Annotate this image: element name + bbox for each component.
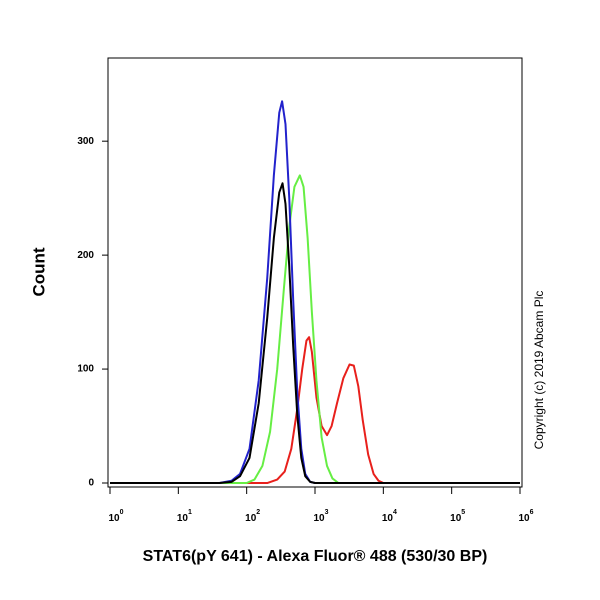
y-tick-label: 300 [77,136,94,147]
x-tick-base: 10 [245,513,257,524]
y-tick-label: 100 [77,364,94,375]
x-tick-label: 106 [518,509,533,524]
x-tick-base: 10 [450,513,462,524]
x-tick-exponent: 5 [461,509,465,516]
copyright: Copyright (c) 2019 Abcam Plc [532,291,546,450]
x-tick-base: 10 [108,513,120,524]
x-tick-label: 101 [177,509,192,524]
y-tick-label: 0 [88,478,94,489]
histogram-curve [110,100,520,485]
histogram-curve [110,336,520,485]
x-tick-base: 10 [518,513,530,524]
x-axis-label: STAT6(pY 641) - Alexa Fluor® 488 (530/30… [143,548,488,565]
x-tick-label: 103 [313,509,328,524]
x-tick-label: 105 [450,509,465,524]
histogram-curve [110,182,520,485]
y-axis-label: Count [29,247,48,296]
histogram-curve [110,174,520,485]
x-tick-exponent: 4 [393,509,397,516]
x-tick-exponent: 1 [188,509,192,516]
x-tick-label: 100 [108,509,123,524]
x-tick-base: 10 [382,513,394,524]
plot-frame [107,57,523,488]
y-tick-label: 200 [77,250,94,261]
x-tick-label: 104 [382,509,397,524]
x-tick-exponent: 3 [325,509,329,516]
x-tick-exponent: 0 [120,509,124,516]
x-tick-exponent: 2 [256,509,260,516]
x-tick-label: 102 [245,509,260,524]
x-tick-base: 10 [177,513,189,524]
x-tick-base: 10 [313,513,325,524]
x-tick-exponent: 6 [530,509,534,516]
